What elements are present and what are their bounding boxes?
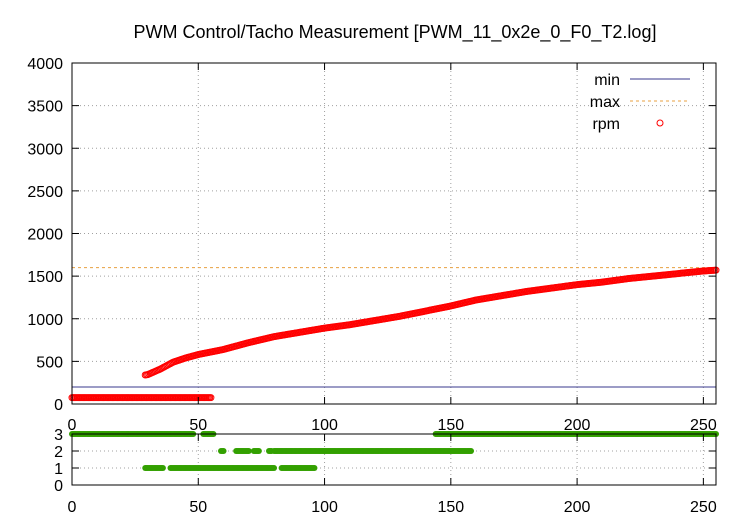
- sub-ytick-label: 0: [54, 478, 63, 495]
- main-ytick-label: 1000: [27, 312, 63, 329]
- sub-xtick-label: 250: [690, 499, 717, 516]
- main-grid: [72, 63, 716, 404]
- main-ytick-label: 2500: [27, 184, 63, 201]
- legend-label-min: min: [594, 72, 620, 89]
- main-ytick-label: 4000: [27, 56, 63, 73]
- sub-plot-series: [69, 431, 719, 471]
- main-legend: min max rpm: [590, 72, 690, 133]
- state-point: [255, 448, 262, 454]
- sub-grid: [72, 434, 716, 485]
- main-ytick-label: 3000: [27, 141, 63, 158]
- state-point: [271, 465, 278, 471]
- main-ytick-label: 1500: [27, 269, 63, 286]
- main-xtick-label: 250: [690, 417, 717, 434]
- main-xtick-label: 150: [437, 417, 464, 434]
- state-point: [245, 448, 252, 454]
- sub-plot-frame: [71, 433, 717, 486]
- state-point: [311, 465, 318, 471]
- legend-swatch-rpm: [656, 119, 664, 127]
- state-point: [220, 448, 227, 454]
- sub-ytick-label: 3: [54, 427, 63, 444]
- state-point: [159, 465, 166, 471]
- main-ytick-label: 0: [54, 397, 63, 414]
- main-xtick-label: 100: [311, 417, 338, 434]
- sub-xtick-label: 50: [189, 499, 207, 516]
- sub-xtick-label: 100: [311, 499, 338, 516]
- sub-ytick-label: 1: [54, 461, 63, 478]
- sub-xtick-label: 200: [564, 499, 591, 516]
- main-xtick-label: 50: [189, 417, 207, 434]
- sub-ytick-label: 2: [54, 444, 63, 461]
- main-axis-ticks: 0 500 1000 1500 2000 2500 3000 3500 4000 0 50 100 15…: [27, 56, 716, 434]
- rpm-point: [207, 394, 215, 402]
- legend-label-max: max: [590, 94, 620, 111]
- chart-title: PWM Control/Tacho Measurement [PWM_11_0x…: [134, 22, 657, 43]
- main-ytick-label: 500: [36, 354, 63, 371]
- main-xtick-label: 0: [68, 417, 77, 434]
- main-plot-series: [68, 266, 720, 402]
- main-ytick-label: 2000: [27, 227, 63, 244]
- legend-label-rpm: rpm: [592, 116, 620, 133]
- main-xtick-label: 200: [564, 417, 591, 434]
- main-ytick-label: 3500: [27, 99, 63, 116]
- sub-xtick-label: 0: [68, 499, 77, 516]
- sub-xtick-label: 150: [437, 499, 464, 516]
- state-point: [468, 448, 475, 454]
